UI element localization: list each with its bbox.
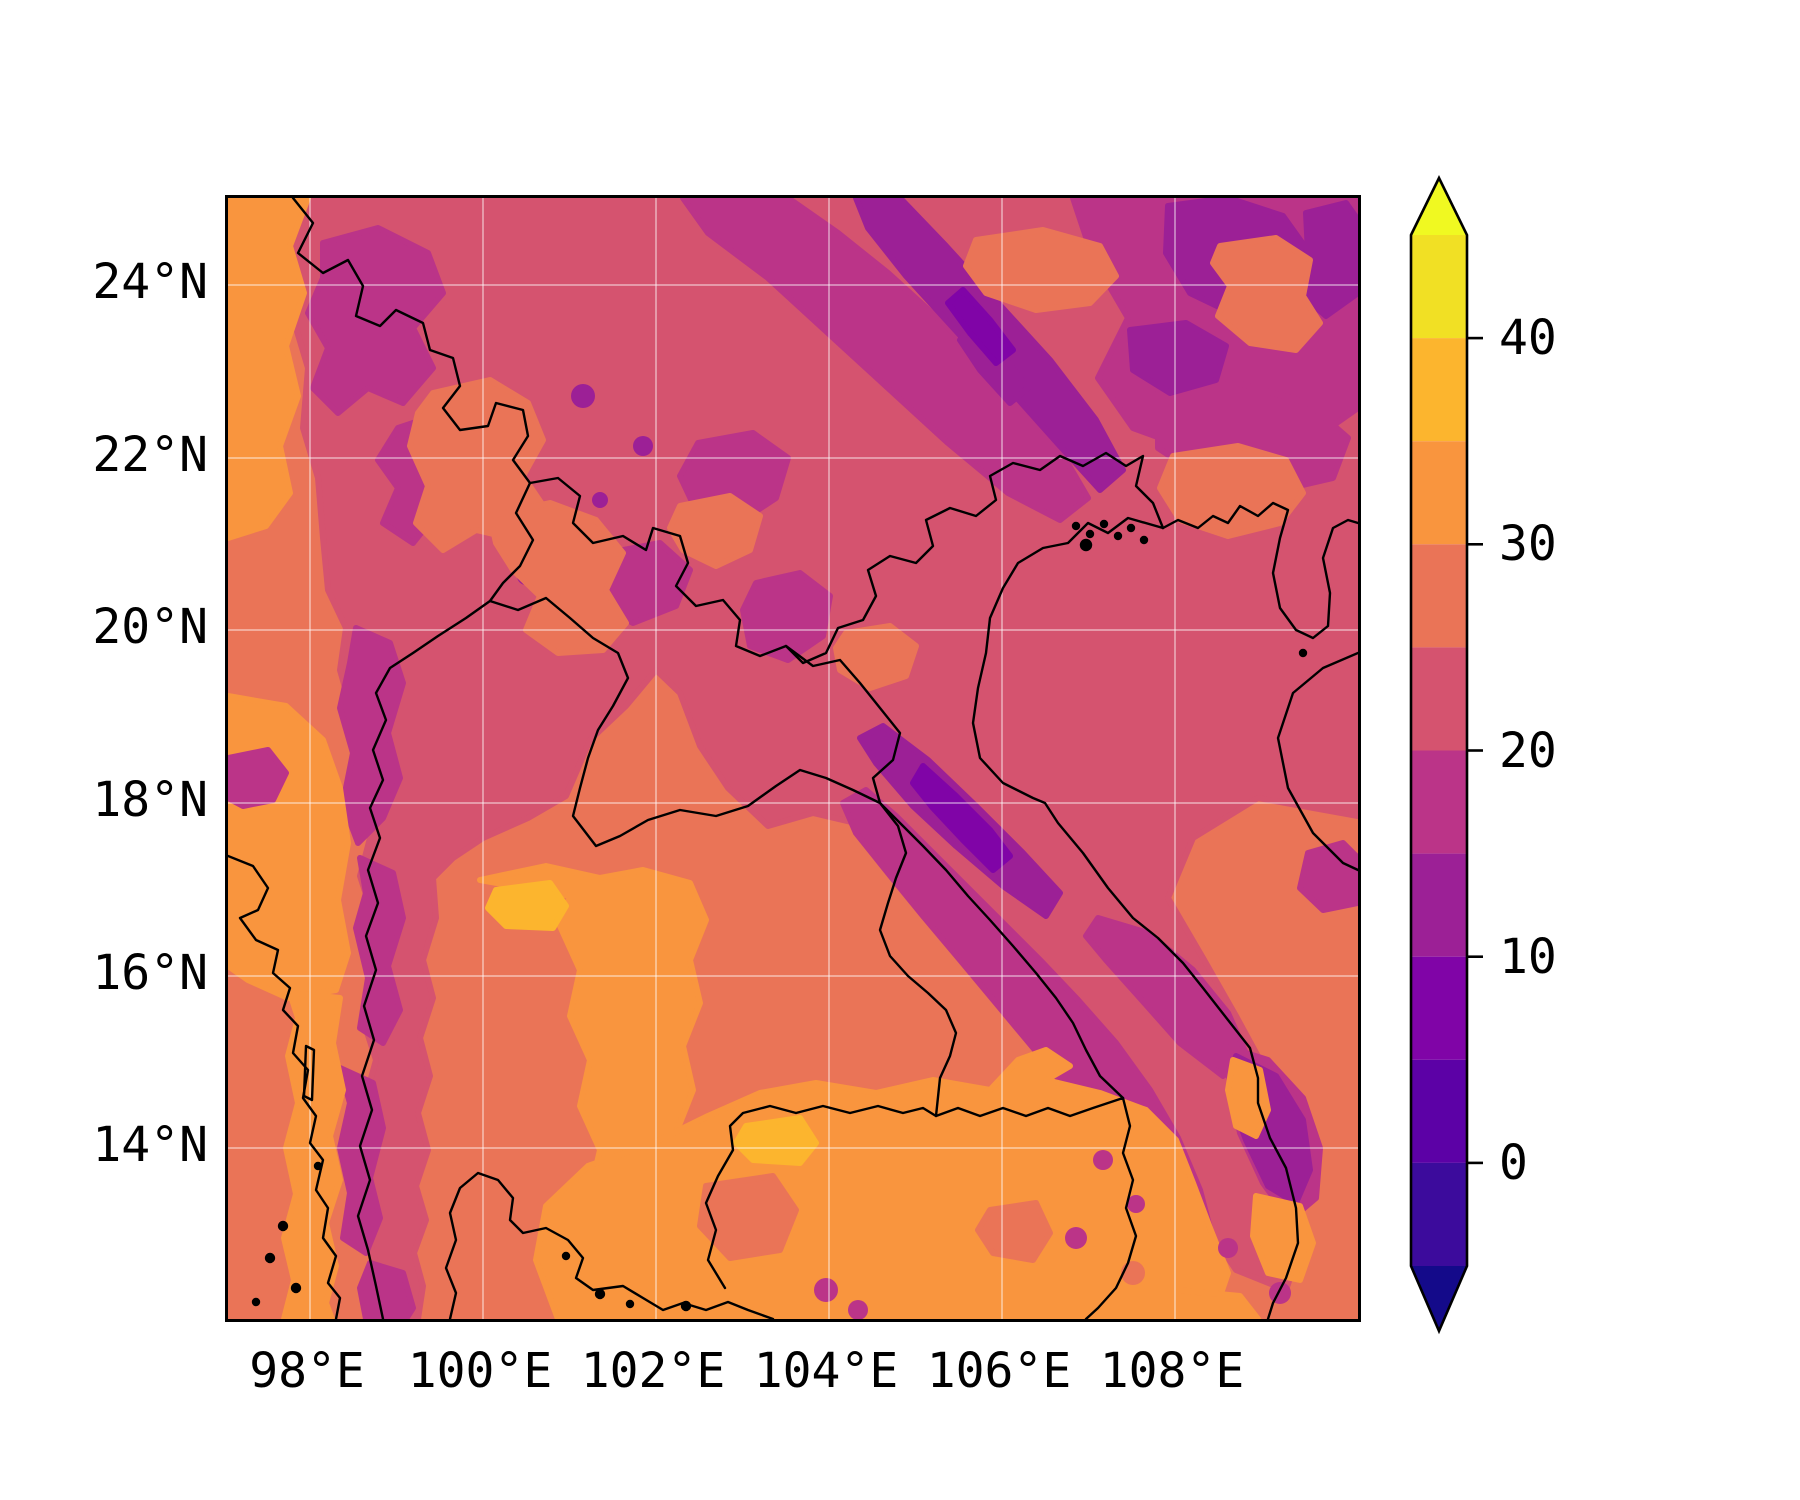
- x-tick-label-98e: 98°E: [249, 1343, 365, 1399]
- graticule: [228, 198, 1358, 1319]
- island-dot: [264, 1252, 276, 1264]
- island-dot-halong: [1099, 519, 1109, 529]
- y-tick-label-16n: 16°N: [92, 945, 208, 1001]
- field-30-35: [228, 198, 1316, 1319]
- island-dot-vietnam: [1298, 648, 1308, 658]
- island-dot-halong: [1085, 529, 1095, 539]
- colorbar-arrow-under: [1411, 1266, 1467, 1331]
- colorbar: [1409, 175, 1483, 1335]
- island-dot: [680, 1300, 692, 1312]
- coast-gulf-of-tonkin-vietnam: [971, 516, 1300, 1319]
- border-thailand-laos: [488, 596, 958, 1118]
- border-myanmar-thailand: [356, 481, 535, 1319]
- map-axes: [225, 195, 1361, 1322]
- island-dot: [594, 1288, 606, 1300]
- island-dot: [561, 1251, 571, 1261]
- colorbar-label-30: 30: [1499, 516, 1557, 572]
- island-dot: [625, 1299, 635, 1309]
- y-tick-label-18n: 18°N: [92, 772, 208, 828]
- coast-hainan: [1276, 651, 1358, 872]
- x-tick-label-106e: 106°E: [926, 1343, 1072, 1399]
- field-35-40: [485, 880, 819, 1166]
- x-tick-label-104e: 104°E: [753, 1343, 899, 1399]
- temperature-field-canvas: [228, 198, 1358, 1319]
- island-dot-halong: [1139, 535, 1149, 545]
- y-tick-label-24n: 24°N: [92, 254, 208, 310]
- x-tick-label-108e: 108°E: [1099, 1343, 1245, 1399]
- coastlines-and-borders: [228, 198, 1358, 1319]
- y-tick-label-14n: 14°N: [92, 1117, 208, 1173]
- colorbar-label-10: 10: [1499, 929, 1557, 985]
- field-25-30-patches: [407, 227, 1323, 691]
- colorbar-label-0: 0: [1499, 1135, 1528, 1191]
- border-laos-vietnam: [784, 644, 1125, 1100]
- island-dot-catba: [1079, 538, 1093, 552]
- island-dot: [290, 1282, 302, 1294]
- coast-myanmar: [228, 854, 342, 1319]
- y-tick-label-20n: 20°N: [92, 599, 208, 655]
- colorbar-segments: [1411, 178, 1467, 1331]
- island-thin-myanmar: [302, 1044, 316, 1102]
- island-dot: [313, 1161, 323, 1171]
- coast-south-china-leizhou: [1161, 501, 1358, 640]
- island-dot-halong: [1071, 521, 1081, 531]
- colorbar-label-20: 20: [1499, 723, 1557, 779]
- island-dot-halong: [1113, 531, 1123, 541]
- x-tick-label-102e: 102°E: [580, 1343, 726, 1399]
- border-cambodia: [704, 1096, 1138, 1319]
- colorbar-frame: [1409, 175, 1483, 1335]
- island-dot: [251, 1297, 261, 1307]
- field-25-30-holes: [697, 1173, 1145, 1285]
- border-china: [291, 198, 1165, 665]
- field-15-20-specks: [228, 747, 1291, 1319]
- y-tick-label-22n: 22°N: [92, 427, 208, 483]
- x-tick-label-100e: 100°E: [407, 1343, 553, 1399]
- field-5-10: [910, 287, 1016, 873]
- island-dot: [277, 1220, 289, 1232]
- colorbar-label-40: 40: [1499, 310, 1557, 366]
- colorbar-arrow-over: [1411, 178, 1467, 235]
- island-dot-halong: [1126, 523, 1136, 533]
